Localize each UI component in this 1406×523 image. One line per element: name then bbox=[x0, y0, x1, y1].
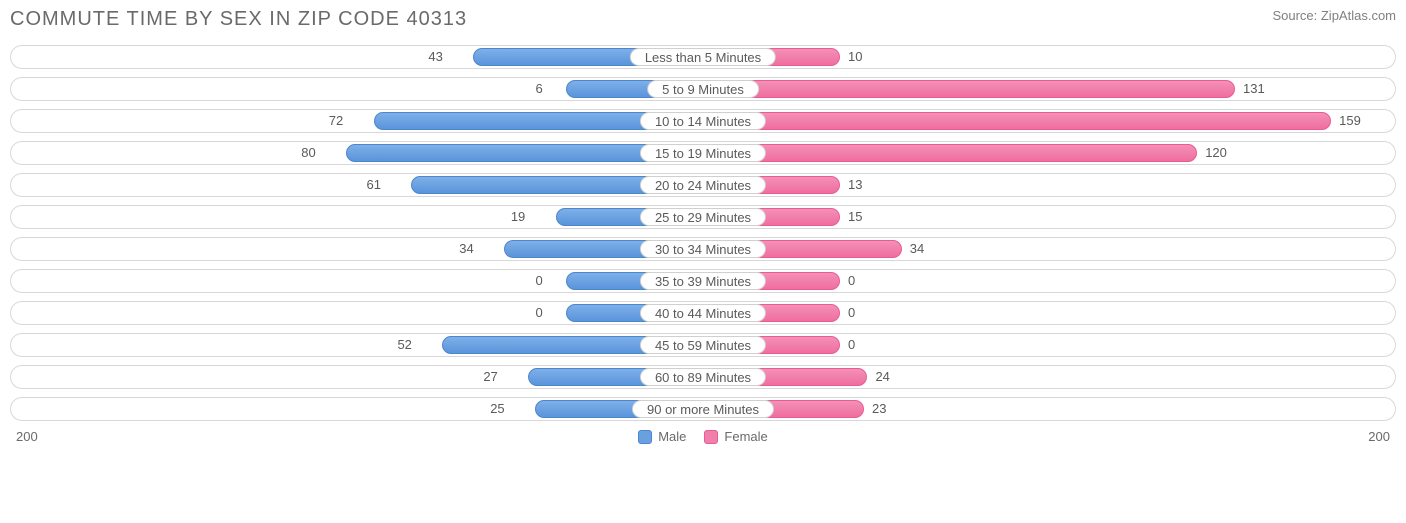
value-female: 159 bbox=[1331, 110, 1361, 132]
value-male: 43 bbox=[428, 46, 450, 68]
value-male: 61 bbox=[367, 174, 389, 196]
legend: Male Female bbox=[38, 429, 1369, 444]
legend-swatch-female bbox=[704, 430, 718, 444]
category-label: 35 to 39 Minutes bbox=[640, 272, 766, 290]
category-label: Less than 5 Minutes bbox=[630, 48, 776, 66]
axis-right-max: 200 bbox=[1368, 429, 1390, 444]
value-male: 0 bbox=[536, 270, 551, 292]
chart-row: 25 23 90 or more Minutes bbox=[10, 397, 1396, 421]
value-female: 0 bbox=[840, 334, 855, 356]
value-male: 19 bbox=[511, 206, 533, 228]
chart-header: COMMUTE TIME BY SEX IN ZIP CODE 40313 So… bbox=[10, 8, 1396, 31]
chart-row: 43 10 Less than 5 Minutes bbox=[10, 45, 1396, 69]
commute-chart: COMMUTE TIME BY SEX IN ZIP CODE 40313 So… bbox=[0, 0, 1406, 448]
value-female: 0 bbox=[840, 302, 855, 324]
chart-row: 52 0 45 to 59 Minutes bbox=[10, 333, 1396, 357]
category-label: 40 to 44 Minutes bbox=[640, 304, 766, 322]
value-female: 24 bbox=[867, 366, 889, 388]
value-male: 52 bbox=[397, 334, 419, 356]
value-female: 0 bbox=[840, 270, 855, 292]
value-female: 13 bbox=[840, 174, 862, 196]
chart-footer: 200 Male Female 200 bbox=[10, 429, 1396, 444]
category-label: 45 to 59 Minutes bbox=[640, 336, 766, 354]
chart-rows: 43 10 Less than 5 Minutes 6 131 5 to 9 Minute… bbox=[10, 45, 1396, 421]
value-male: 0 bbox=[536, 302, 551, 324]
legend-female: Female bbox=[704, 429, 767, 444]
chart-row: 19 15 25 to 29 Minutes bbox=[10, 205, 1396, 229]
chart-row: 80 120 15 to 19 Minutes bbox=[10, 141, 1396, 165]
value-female: 131 bbox=[1235, 78, 1265, 100]
legend-swatch-male bbox=[638, 430, 652, 444]
chart-row: 72 159 10 to 14 Minutes bbox=[10, 109, 1396, 133]
value-female: 15 bbox=[840, 206, 862, 228]
value-female: 23 bbox=[864, 398, 886, 420]
chart-row: 6 131 5 to 9 Minutes bbox=[10, 77, 1396, 101]
chart-row: 0 0 40 to 44 Minutes bbox=[10, 301, 1396, 325]
legend-male: Male bbox=[638, 429, 686, 444]
value-female: 10 bbox=[840, 46, 862, 68]
bar-female bbox=[703, 144, 1197, 162]
chart-source: Source: ZipAtlas.com bbox=[1272, 8, 1396, 23]
value-male: 80 bbox=[301, 142, 323, 164]
category-label: 25 to 29 Minutes bbox=[640, 208, 766, 226]
value-male: 34 bbox=[459, 238, 481, 260]
category-label: 15 to 19 Minutes bbox=[640, 144, 766, 162]
value-female: 34 bbox=[902, 238, 924, 260]
value-male: 72 bbox=[329, 110, 351, 132]
chart-row: 27 24 60 to 89 Minutes bbox=[10, 365, 1396, 389]
legend-label-female: Female bbox=[724, 429, 767, 444]
value-male: 27 bbox=[483, 366, 505, 388]
category-label: 5 to 9 Minutes bbox=[647, 80, 759, 98]
chart-row: 34 34 30 to 34 Minutes bbox=[10, 237, 1396, 261]
value-male: 25 bbox=[490, 398, 512, 420]
category-label: 20 to 24 Minutes bbox=[640, 176, 766, 194]
category-label: 90 or more Minutes bbox=[632, 400, 774, 418]
value-male: 6 bbox=[536, 78, 551, 100]
chart-title: COMMUTE TIME BY SEX IN ZIP CODE 40313 bbox=[10, 8, 467, 31]
category-label: 10 to 14 Minutes bbox=[640, 112, 766, 130]
bar-female bbox=[703, 112, 1331, 130]
legend-label-male: Male bbox=[658, 429, 686, 444]
category-label: 30 to 34 Minutes bbox=[640, 240, 766, 258]
chart-row: 61 13 20 to 24 Minutes bbox=[10, 173, 1396, 197]
chart-row: 0 0 35 to 39 Minutes bbox=[10, 269, 1396, 293]
value-female: 120 bbox=[1197, 142, 1227, 164]
category-label: 60 to 89 Minutes bbox=[640, 368, 766, 386]
axis-left-max: 200 bbox=[16, 429, 38, 444]
bar-female bbox=[703, 80, 1235, 98]
